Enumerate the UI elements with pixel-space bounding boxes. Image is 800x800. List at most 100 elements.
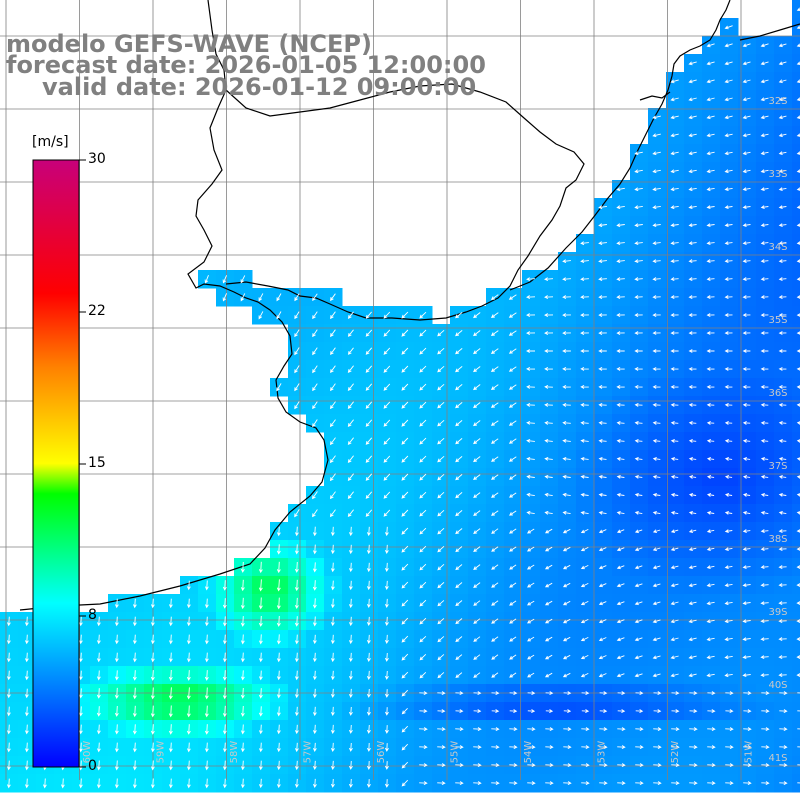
- wind-arrow: [312, 634, 317, 645]
- wind-arrow: [294, 634, 299, 645]
- wind-arrow: [760, 474, 769, 479]
- wind-arrow: [742, 97, 751, 102]
- wind-arrow: [652, 151, 661, 156]
- wind-arrow: [276, 526, 281, 537]
- wind-arrow: [778, 619, 787, 624]
- wind-arrow: [670, 510, 679, 515]
- wind-arrow: [6, 724, 11, 735]
- wind-arrow: [652, 402, 661, 407]
- wind-arrow: [634, 565, 643, 570]
- wind-arrow: [563, 781, 572, 786]
- wind-arrow: [544, 618, 553, 624]
- wind-arrow: [598, 259, 607, 264]
- wind-arrow: [455, 492, 463, 499]
- wind-arrow: [652, 223, 661, 228]
- wind-arrow: [240, 778, 245, 789]
- wind-arrow: [562, 331, 571, 335]
- wind-arrow: [348, 670, 353, 681]
- wind-arrow: [312, 670, 317, 681]
- wind-arrow: [330, 778, 335, 788]
- wind-arrow: [24, 778, 29, 789]
- wind-arrow: [689, 727, 698, 732]
- wind-arrow: [509, 763, 518, 768]
- wind-arrow: [78, 742, 83, 753]
- wind-arrow: [761, 745, 770, 750]
- wind-arrow: [724, 402, 733, 407]
- wind-arrow: [330, 580, 335, 591]
- wind-arrow: [527, 654, 535, 660]
- wind-arrow: [599, 709, 608, 714]
- wind-arrow: [240, 687, 245, 699]
- wind-arrow: [562, 367, 571, 371]
- wind-arrow: [653, 781, 662, 786]
- wind-arrow: [526, 384, 535, 389]
- wind-arrow: [6, 670, 11, 681]
- latitude-label: 33S: [768, 169, 787, 180]
- wind-arrow: [437, 545, 445, 553]
- wind-arrow: [706, 169, 715, 174]
- wind-arrow: [508, 294, 517, 300]
- wind-arrow: [365, 473, 373, 481]
- wind-arrow: [204, 760, 209, 771]
- wind-arrow: [544, 367, 553, 371]
- wind-arrow: [779, 763, 788, 768]
- valid-date: valid date: 2026-01-12 09:00:00: [42, 73, 477, 101]
- wind-arrow: [688, 565, 697, 570]
- wind-arrow: [779, 691, 788, 696]
- wind-arrow: [473, 312, 481, 319]
- wind-arrow: [670, 619, 679, 624]
- wind-arrow: [294, 293, 300, 302]
- wind-arrow: [401, 437, 409, 445]
- wind-arrow: [706, 637, 715, 642]
- wind-arrow: [796, 655, 800, 659]
- wind-arrow: [330, 724, 335, 735]
- wind-arrow: [634, 655, 643, 660]
- wind-arrow: [132, 670, 137, 681]
- wind-arrow: [419, 599, 427, 607]
- wind-arrow: [670, 223, 679, 228]
- wind-arrow: [312, 778, 317, 789]
- wind-arrow: [743, 691, 752, 696]
- wind-arrow: [526, 420, 535, 425]
- wind-arrow: [526, 564, 535, 570]
- wind-arrow: [437, 563, 445, 571]
- wind-arrow: [24, 706, 29, 717]
- wind-arrow: [616, 492, 625, 497]
- wind-arrow: [670, 438, 679, 443]
- wind-arrow: [240, 634, 245, 645]
- wind-arrow: [563, 654, 571, 660]
- wind-arrow: [634, 474, 643, 479]
- wind-speed-cell: [792, 504, 800, 523]
- wind-arrow: [634, 402, 643, 407]
- wind-arrow: [366, 544, 371, 555]
- wind-arrow: [652, 385, 661, 389]
- wind-arrow: [258, 706, 263, 717]
- wind-speed-cell: [792, 774, 800, 793]
- wind-arrow: [401, 743, 409, 751]
- wind-arrow: [437, 365, 445, 373]
- wind-arrow: [760, 601, 769, 606]
- wind-arrow: [688, 187, 697, 192]
- wind-arrow: [616, 205, 625, 210]
- wind-arrow: [544, 474, 553, 479]
- wind-speed-cell: [792, 108, 800, 127]
- wind-arrow: [401, 311, 409, 319]
- wind-arrow: [634, 601, 643, 606]
- wind-arrow: [330, 544, 335, 555]
- wind-arrow: [491, 745, 500, 750]
- wind-arrow: [778, 529, 787, 534]
- wind-arrow: [508, 330, 517, 336]
- wind-speed-cell: [792, 486, 800, 505]
- wind-arrow: [508, 348, 517, 354]
- wind-arrow: [294, 706, 299, 717]
- wind-arrow: [760, 97, 769, 102]
- wind-arrow: [652, 277, 661, 282]
- wind-arrow: [490, 330, 499, 336]
- wind-arrow: [526, 349, 535, 353]
- wind-arrow: [617, 691, 626, 696]
- wind-arrow: [222, 687, 227, 700]
- wind-arrow: [725, 763, 734, 768]
- wind-arrow: [724, 367, 733, 371]
- wind-arrow: [670, 151, 679, 156]
- wind-arrow: [366, 688, 371, 698]
